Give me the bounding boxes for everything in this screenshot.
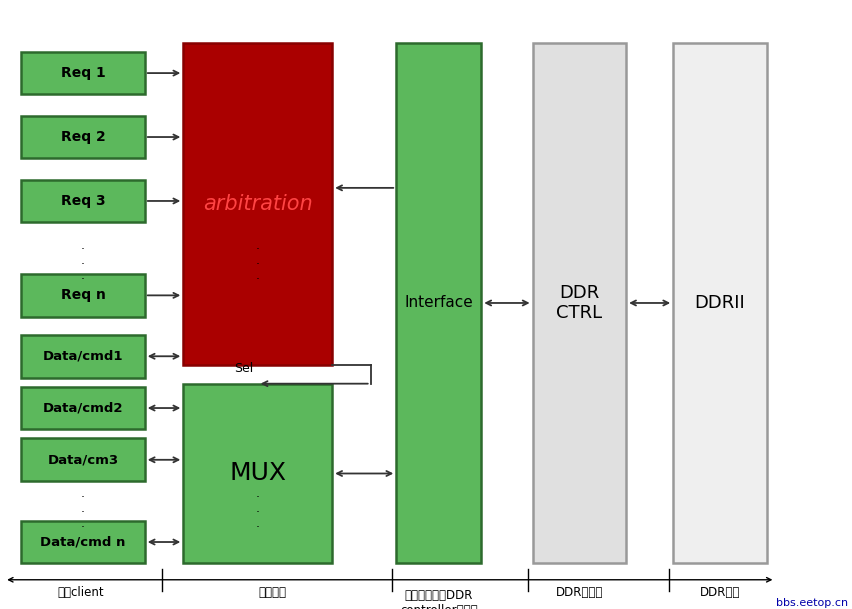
Bar — [21, 521, 145, 563]
Text: DDRII: DDRII — [694, 294, 746, 312]
Text: Req 3: Req 3 — [60, 194, 106, 208]
Text: MUX: MUX — [229, 462, 286, 485]
Text: bbs.eetop.cn: bbs.eetop.cn — [775, 598, 848, 608]
Text: DDR
CTRL: DDR CTRL — [556, 284, 602, 322]
Text: 请求client: 请求client — [58, 586, 104, 599]
Bar — [21, 180, 145, 222]
Text: Data/cmd n: Data/cmd n — [40, 535, 126, 549]
Text: Data/cm3: Data/cm3 — [48, 453, 118, 466]
Bar — [21, 335, 145, 378]
Text: 仲裁部分: 仲裁部分 — [259, 586, 286, 599]
Bar — [21, 52, 145, 94]
Text: DDR颗粒: DDR颗粒 — [699, 586, 740, 599]
Text: ·
·
·: · · · — [256, 491, 259, 534]
Text: ·
·
·: · · · — [256, 244, 259, 286]
Bar — [21, 274, 145, 317]
Text: Interface: Interface — [405, 295, 473, 311]
Text: Data/cmd1: Data/cmd1 — [43, 350, 124, 363]
Bar — [183, 43, 332, 365]
Text: Sel: Sel — [234, 362, 254, 375]
Bar — [673, 43, 767, 563]
Text: DDR控制器: DDR控制器 — [556, 586, 603, 599]
Text: Req 1: Req 1 — [60, 66, 106, 80]
Text: Data/cmd2: Data/cmd2 — [43, 401, 124, 415]
Bar — [21, 387, 145, 429]
Bar — [396, 43, 481, 563]
Text: arbitration: arbitration — [203, 194, 313, 214]
Bar — [532, 43, 626, 563]
Text: Req 2: Req 2 — [60, 130, 106, 144]
Bar — [21, 116, 145, 158]
Text: Req n: Req n — [60, 289, 106, 302]
Bar — [21, 438, 145, 481]
Bar — [183, 384, 332, 563]
Text: ·
·
·: · · · — [81, 491, 84, 534]
Text: ·
·
·: · · · — [81, 244, 84, 286]
Text: 接口，转换成DDR
controller的命令: 接口，转换成DDR controller的命令 — [400, 589, 478, 609]
